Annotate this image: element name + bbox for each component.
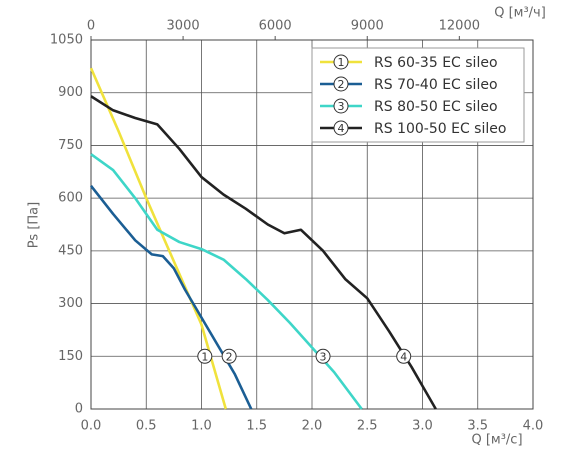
curve-marker: 1 (197, 348, 213, 364)
curve-marker: 3 (315, 348, 331, 364)
marker-label: 2 (226, 350, 233, 363)
marker-label: 2 (338, 78, 345, 91)
marker-circle (333, 120, 349, 136)
marker-circle (333, 98, 349, 114)
curve-marker: 3 (333, 98, 349, 114)
y-axis-title: Ps [Па] (27, 202, 42, 248)
marker-circle (221, 348, 237, 364)
y-tick-label: 600 (58, 191, 83, 206)
marker-circle (315, 348, 331, 364)
marker-circle (396, 348, 412, 364)
curve-marker: 4 (396, 348, 412, 364)
curve-marker: 2 (221, 348, 237, 364)
x-tick-label: 4.0 (523, 419, 544, 434)
marker-circle (333, 54, 349, 70)
marker-circle (333, 76, 349, 92)
curve-marker: 2 (333, 76, 349, 92)
y-tick-label: 0 (75, 402, 83, 417)
marker-label: 4 (400, 350, 407, 363)
curve-marker: 4 (333, 120, 349, 136)
x-tick-label: 3.0 (412, 419, 433, 434)
series-line (90, 153, 363, 410)
x2-tick-label: 3000 (167, 19, 200, 34)
plot-frame (90, 39, 534, 410)
legend-label: RS 80-50 EC sileo (374, 99, 498, 115)
marker-label: 3 (338, 100, 345, 113)
x2-axis-title: Q [м³/ч] (494, 6, 546, 21)
curve-marker: 1 (333, 54, 349, 70)
legend-label: RS 70-40 EC sileo (374, 77, 498, 93)
x-axis-title: Q [м³/с] (471, 433, 522, 448)
y-tick-label: 300 (58, 296, 83, 311)
y-tick-label: 900 (58, 85, 83, 100)
series-line (90, 95, 437, 410)
x-tick-label: 1.0 (191, 419, 212, 434)
legend-label: RS 100-50 EC sileo (374, 121, 506, 137)
series-line (89, 67, 228, 410)
x-tick-label: 0.0 (81, 419, 102, 434)
marker-label: 1 (201, 350, 208, 363)
x-tick-label: 2.5 (357, 419, 378, 434)
x-tick-label: 3.5 (467, 419, 488, 434)
y-tick-label: 450 (58, 243, 83, 258)
x-tick-label: 2.0 (302, 419, 323, 434)
y-tick-label: 150 (58, 349, 83, 364)
x2-tick-label: 6000 (259, 19, 292, 34)
legend: 1 RS 60-35 EC sileo 2 RS 70-40 EC sileo 3 RS … (311, 47, 525, 143)
marker-label: 3 (320, 350, 327, 363)
x2-tick-label: 9000 (351, 19, 384, 34)
series-line (89, 185, 253, 410)
legend-label: RS 60-35 EC sileo (374, 55, 498, 71)
marker-label: 4 (338, 122, 345, 135)
x2-tick-label: 12000 (439, 19, 480, 34)
y-tick-label: 750 (58, 138, 83, 153)
marker-label: 1 (338, 56, 345, 69)
x-tick-label: 1.5 (246, 419, 267, 434)
x2-tick-label: 0 (87, 19, 95, 34)
marker-circle (197, 348, 213, 364)
x-tick-label: 0.5 (136, 419, 157, 434)
y-tick-label: 1050 (50, 33, 83, 48)
